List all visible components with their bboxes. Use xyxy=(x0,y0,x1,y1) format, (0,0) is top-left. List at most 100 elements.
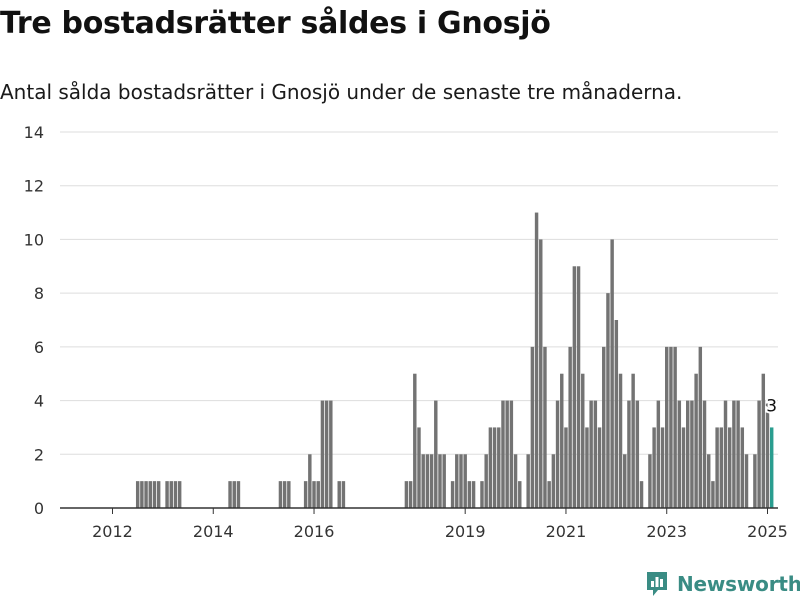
bar xyxy=(539,239,543,508)
bar xyxy=(144,481,148,508)
bar xyxy=(316,481,320,508)
bar xyxy=(513,454,518,508)
bar xyxy=(572,266,577,508)
bar xyxy=(501,400,505,508)
bar xyxy=(690,400,694,508)
bar xyxy=(694,373,698,508)
bar xyxy=(665,346,669,508)
bar xyxy=(463,454,467,508)
y-axis-ticks: 0 2 4 6 8 10 12 14 xyxy=(24,123,44,518)
bar xyxy=(442,454,446,508)
y-tick-label: 2 xyxy=(34,445,44,464)
x-axis-ticks: 2012 2014 2016 2019 2021 2023 2025 xyxy=(92,508,788,541)
x-tick-label: 2019 xyxy=(445,522,486,541)
bar xyxy=(329,400,333,508)
bar xyxy=(581,373,585,508)
chart-title: Tre bostadsrätter såldes i Gnosjö xyxy=(0,6,551,41)
x-tick-label: 2023 xyxy=(646,522,687,541)
bar xyxy=(467,481,472,508)
brand-name: Newsworthy xyxy=(677,572,800,596)
bar xyxy=(744,454,749,508)
bar xyxy=(140,481,144,508)
bar xyxy=(597,427,602,508)
bar xyxy=(736,400,740,508)
bar xyxy=(471,481,476,508)
y-tick-label: 12 xyxy=(24,177,44,196)
bar xyxy=(480,481,484,508)
y-tick-label: 4 xyxy=(34,392,44,411)
bar xyxy=(152,481,157,508)
bar xyxy=(497,427,501,508)
bar xyxy=(635,400,640,508)
y-tick-label: 8 xyxy=(34,284,44,303)
bar xyxy=(639,481,644,508)
highlight-data-label: 3 xyxy=(766,396,777,416)
newsworthy-logo-icon xyxy=(647,572,667,596)
bar xyxy=(576,266,581,508)
bar xyxy=(589,400,593,508)
bar xyxy=(564,427,568,508)
bar xyxy=(455,454,459,508)
bar xyxy=(719,427,724,508)
bar xyxy=(312,481,316,508)
bar xyxy=(686,400,690,508)
bar xyxy=(623,454,627,508)
bar xyxy=(585,427,589,508)
bar xyxy=(509,400,514,508)
bar xyxy=(740,427,745,508)
bar xyxy=(757,400,761,508)
bar xyxy=(488,427,493,508)
bar xyxy=(732,400,736,508)
bar xyxy=(148,481,152,508)
bar xyxy=(156,481,161,508)
bar xyxy=(551,454,556,508)
bar xyxy=(698,346,703,508)
bar xyxy=(681,427,686,508)
x-tick-label: 2025 xyxy=(747,522,788,541)
bar xyxy=(408,481,413,508)
bar xyxy=(303,481,308,508)
bar xyxy=(450,481,455,508)
bar xyxy=(169,481,173,508)
bars xyxy=(135,212,774,508)
bar xyxy=(627,400,631,508)
y-tick-label: 0 xyxy=(34,499,44,518)
bar xyxy=(526,454,530,508)
data-labels: 3 xyxy=(764,394,779,418)
bar xyxy=(761,373,766,508)
bar xyxy=(165,481,169,508)
bar xyxy=(417,427,421,508)
bar-chart: 0 2 4 6 8 10 12 14 2012 2014 2016 2019 2021 2023 2025… xyxy=(24,123,788,541)
bar xyxy=(434,400,438,508)
bar xyxy=(518,481,522,508)
x-tick-label: 2016 xyxy=(294,522,335,541)
bar xyxy=(560,373,564,508)
bar xyxy=(438,454,442,508)
bar xyxy=(715,427,719,508)
bar xyxy=(421,454,425,508)
bar xyxy=(177,481,182,508)
bar xyxy=(614,320,619,508)
bar xyxy=(341,481,346,508)
bar xyxy=(543,346,547,508)
x-tick-label: 2012 xyxy=(92,522,133,541)
y-tick-label: 14 xyxy=(24,123,44,142)
bar xyxy=(324,400,329,508)
bar xyxy=(484,454,488,508)
bar xyxy=(228,481,232,508)
bar xyxy=(413,373,417,508)
grid-lines xyxy=(60,131,778,455)
x-tick-label: 2014 xyxy=(193,522,234,541)
bar xyxy=(669,346,673,508)
bar xyxy=(677,400,682,508)
bar xyxy=(673,346,677,508)
bar xyxy=(232,481,236,508)
bar xyxy=(135,481,140,508)
chart-subtitle: Antal sålda bostadsrätter i Gnosjö under… xyxy=(0,80,683,104)
bar xyxy=(287,481,291,508)
bar xyxy=(602,346,606,508)
bar xyxy=(278,481,283,508)
bar xyxy=(631,373,635,508)
bar xyxy=(492,427,497,508)
bar xyxy=(648,454,652,508)
